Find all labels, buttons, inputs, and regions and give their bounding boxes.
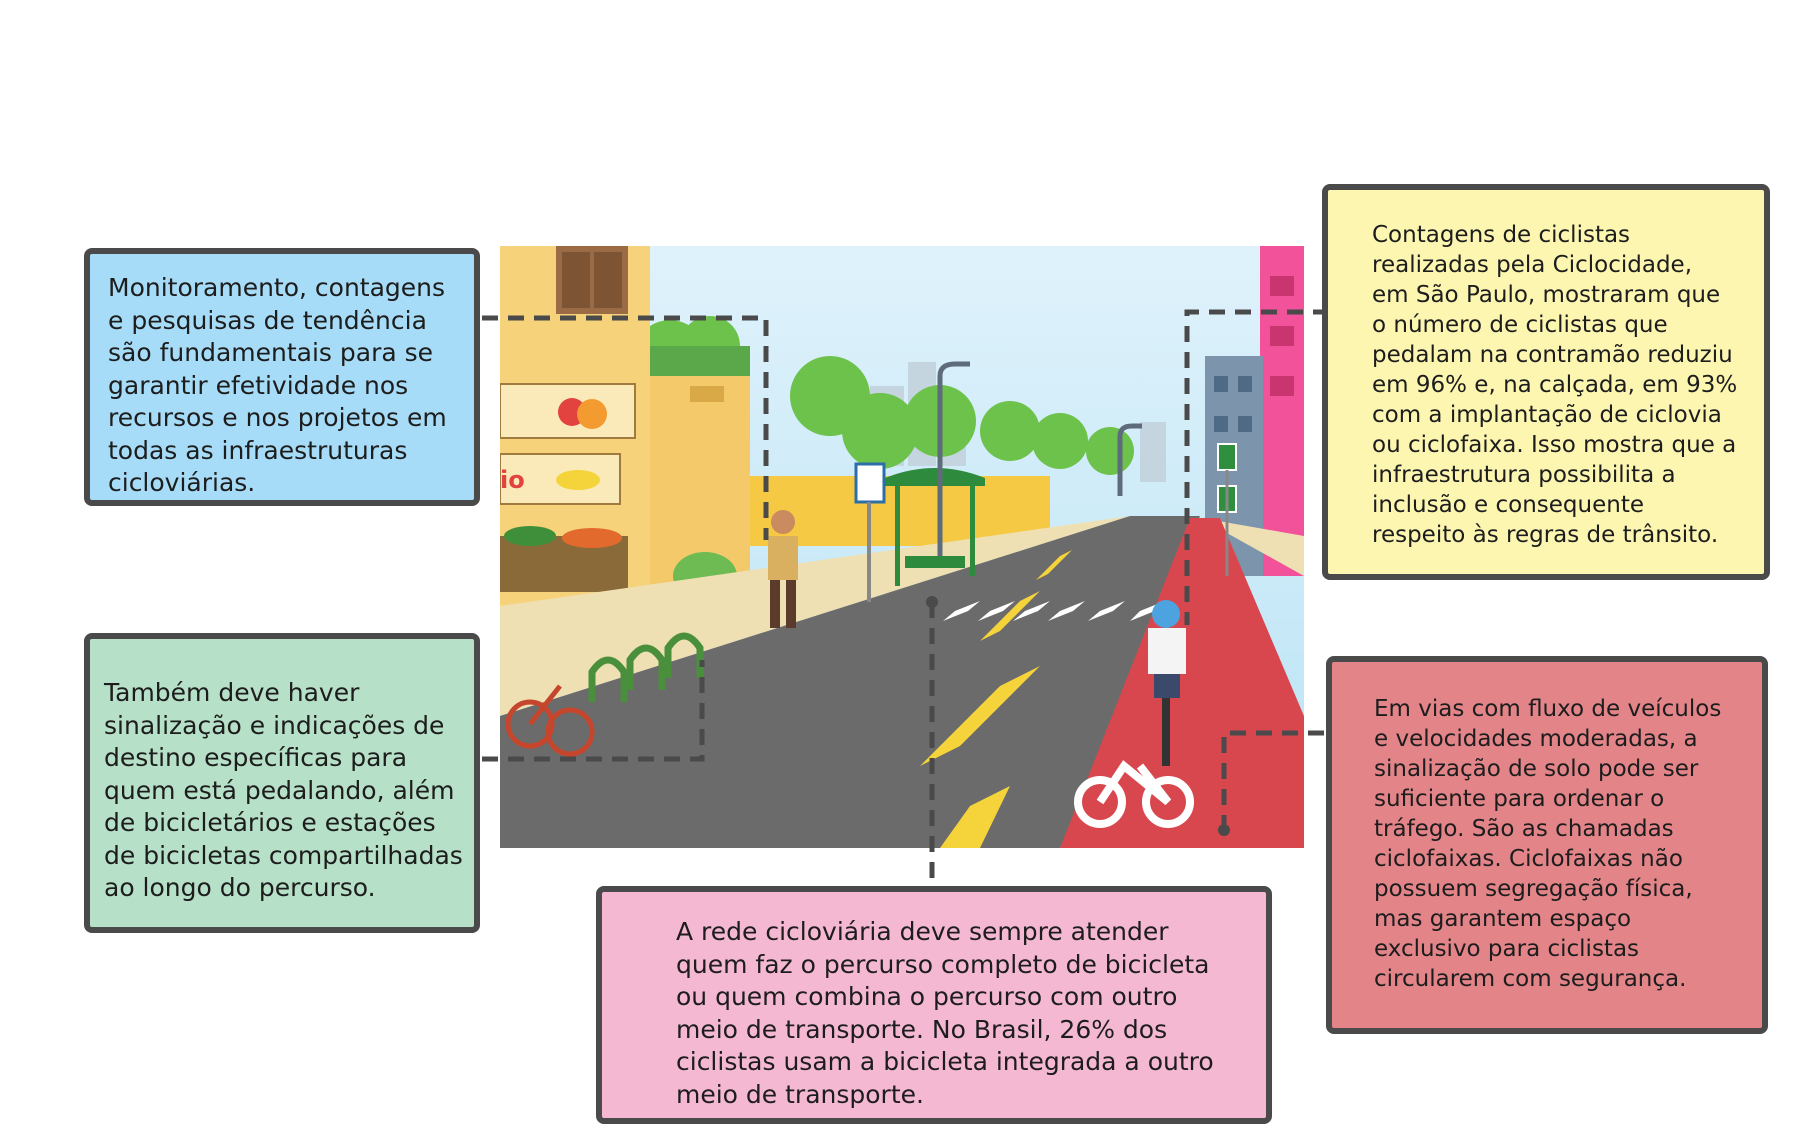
person-counting — [768, 510, 798, 628]
store-sign-text: io — [500, 466, 525, 494]
callout-network-text: A rede cicloviária deve sempre atender q… — [676, 917, 1214, 1109]
lane-markings — [920, 550, 1072, 848]
callout-network: A rede cicloviária deve sempre atender q… — [596, 886, 1272, 1124]
callout-signage: Também deve haver sinalização e indicaçõ… — [84, 633, 480, 933]
callout-monitoring-text: Monitoramento, contagens e pesquisas de … — [108, 273, 447, 497]
cyclist — [1148, 600, 1186, 766]
callout-counts-text: Contagens de ciclistas realizadas pela C… — [1372, 222, 1738, 548]
bus-stop — [854, 462, 985, 602]
street-lamps — [937, 361, 1142, 556]
callout-lanes-text: Em vias com fluxo de veículos e velocida… — [1374, 696, 1722, 992]
callout-lanes: Em vias com fluxo de veículos e velocida… — [1326, 656, 1768, 1034]
callout-counts: Contagens de ciclistas realizadas pela C… — [1322, 184, 1770, 580]
callout-signage-text: Também deve haver sinalização e indicaçõ… — [104, 678, 463, 902]
street-illustration: io — [500, 246, 1304, 848]
bike-lane-symbol — [1074, 760, 1194, 828]
callout-monitoring: Monitoramento, contagens e pesquisas de … — [84, 248, 480, 506]
